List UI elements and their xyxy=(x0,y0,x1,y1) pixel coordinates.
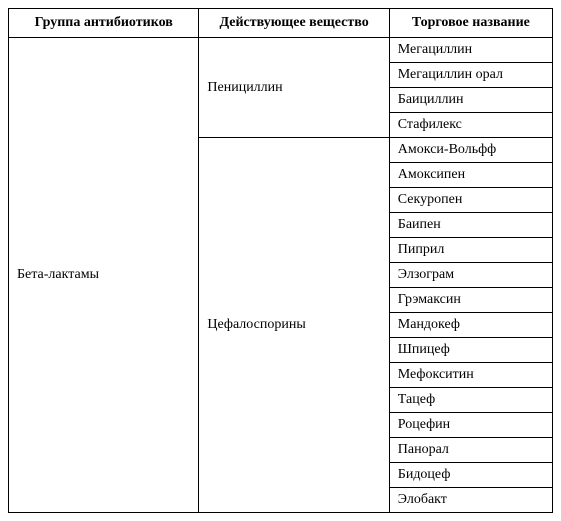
substance-cell: Цефалоспорины xyxy=(199,138,389,513)
antibiotics-table: Группа антибиотиков Действующее вещество… xyxy=(8,8,553,513)
trade-name-cell: Шпицеф xyxy=(389,338,552,363)
trade-name-cell: Секуропен xyxy=(389,188,552,213)
trade-name-cell: Панорал xyxy=(389,438,552,463)
trade-name-cell: Мегациллин орал xyxy=(389,63,552,88)
table-header-row: Группа антибиотиков Действующее вещество… xyxy=(9,9,553,38)
trade-name-cell: Мандокеф xyxy=(389,313,552,338)
trade-name-cell: Бидоцеф xyxy=(389,463,552,488)
trade-name-cell: Мефокситин xyxy=(389,363,552,388)
header-substance: Действующее вещество xyxy=(199,9,389,38)
trade-name-cell: Пиприл xyxy=(389,238,552,263)
trade-name-cell: Стафилекс xyxy=(389,113,552,138)
trade-name-cell: Амоксипен xyxy=(389,163,552,188)
trade-name-cell: Баипен xyxy=(389,213,552,238)
trade-name-cell: Мегациллин xyxy=(389,38,552,63)
trade-name-cell: Элзограм xyxy=(389,263,552,288)
substance-cell: Пенициллин xyxy=(199,38,389,138)
header-trade-name: Торговое название xyxy=(389,9,552,38)
header-group: Группа антибиотиков xyxy=(9,9,199,38)
group-cell: Бета-лактамы xyxy=(9,38,199,513)
trade-name-cell: Грэмаксин xyxy=(389,288,552,313)
trade-name-cell: Тацеф xyxy=(389,388,552,413)
trade-name-cell: Элобакт xyxy=(389,488,552,513)
table-body: Бета-лактамыПенициллинМегациллинМегацилл… xyxy=(9,38,553,513)
trade-name-cell: Роцефин xyxy=(389,413,552,438)
trade-name-cell: Амокси-Вольфф xyxy=(389,138,552,163)
table-row: Бета-лактамыПенициллинМегациллин xyxy=(9,38,553,63)
trade-name-cell: Баициллин xyxy=(389,88,552,113)
